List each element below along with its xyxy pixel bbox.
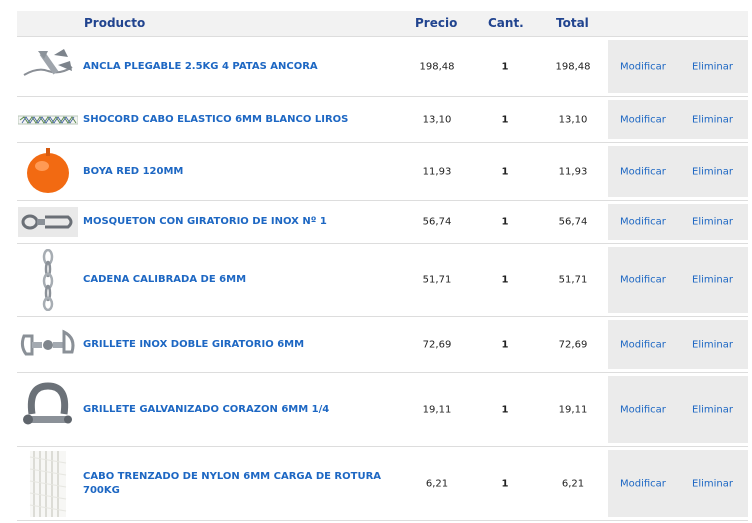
product-total: 56,74 bbox=[558, 216, 588, 228]
product-price: 13,10 bbox=[422, 114, 452, 125]
anchor-icon bbox=[18, 45, 78, 89]
product-qty: 1 bbox=[501, 478, 509, 489]
table-row: SHOCORD CABO ELASTICO 6MM BLANCO LIROS 1… bbox=[17, 97, 748, 143]
product-price: 51,71 bbox=[422, 274, 452, 286]
table-row: CADENA CALIBRADA DE 6MM 51,71 1 51,71 Mo… bbox=[17, 244, 748, 317]
modify-link[interactable]: Modificar bbox=[620, 404, 666, 415]
product-qty: 1 bbox=[501, 404, 509, 415]
modify-link[interactable]: Modificar bbox=[620, 216, 666, 228]
braided-rope-icon bbox=[18, 450, 78, 517]
header-total: Total bbox=[556, 16, 589, 30]
table-row: GRILLETE INOX DOBLE GIRATORIO 6MM 72,69 … bbox=[17, 317, 748, 373]
product-price: 19,11 bbox=[422, 404, 452, 415]
product-price: 198,48 bbox=[419, 61, 455, 72]
row-actions: Modificar Eliminar bbox=[608, 376, 748, 443]
product-price: 11,93 bbox=[422, 166, 452, 177]
row-actions: Modificar Eliminar bbox=[608, 320, 748, 369]
product-qty: 1 bbox=[501, 274, 509, 286]
table-row: MOSQUETON CON GIRATORIO DE INOX Nº 1 56,… bbox=[17, 201, 748, 244]
product-name[interactable]: ANCLA PLEGABLE 2.5KG 4 PATAS ANCORA bbox=[83, 60, 318, 72]
table-row: GRILLETE GALVANIZADO CORAZON 6MM 1/4 19,… bbox=[17, 373, 748, 447]
delete-link[interactable]: Eliminar bbox=[692, 478, 733, 489]
delete-link[interactable]: Eliminar bbox=[692, 216, 733, 228]
product-name[interactable]: GRILLETE GALVANIZADO CORAZON 6MM 1/4 bbox=[83, 403, 330, 415]
product-qty: 1 bbox=[501, 61, 509, 72]
table-row: BOYA RED 120MM 11,93 1 11,93 Modificar E… bbox=[17, 143, 748, 201]
delete-link[interactable]: Eliminar bbox=[692, 404, 733, 415]
product-total: 6,21 bbox=[561, 478, 585, 489]
row-actions: Modificar Eliminar bbox=[608, 146, 748, 197]
product-name[interactable]: GRILLETE INOX DOBLE GIRATORIO 6MM bbox=[83, 338, 305, 350]
cart-rows: ANCLA PLEGABLE 2.5KG 4 PATAS ANCORA 198,… bbox=[17, 36, 748, 521]
product-price: 72,69 bbox=[422, 339, 452, 350]
row-actions: Modificar Eliminar bbox=[608, 247, 748, 313]
product-price: 6,21 bbox=[425, 478, 449, 489]
product-qty: 1 bbox=[501, 216, 509, 228]
product-name[interactable]: SHOCORD CABO ELASTICO 6MM BLANCO LIROS bbox=[83, 113, 349, 125]
product-name[interactable]: BOYA RED 120MM bbox=[83, 165, 184, 177]
delete-link[interactable]: Eliminar bbox=[692, 166, 733, 177]
modify-link[interactable]: Modificar bbox=[620, 61, 666, 72]
header-price: Precio bbox=[415, 16, 458, 30]
row-actions: Modificar Eliminar bbox=[608, 100, 748, 139]
product-total: 19,11 bbox=[558, 404, 588, 415]
delete-link[interactable]: Eliminar bbox=[692, 339, 733, 350]
shackle-icon bbox=[18, 381, 78, 438]
product-qty: 1 bbox=[501, 339, 509, 350]
product-price: 56,74 bbox=[422, 216, 452, 228]
product-name[interactable]: MOSQUETON CON GIRATORIO DE INOX Nº 1 bbox=[83, 216, 327, 227]
modify-link[interactable]: Modificar bbox=[620, 114, 666, 125]
chain-icon bbox=[18, 249, 78, 311]
buoy-icon bbox=[18, 147, 78, 196]
row-actions: Modificar Eliminar bbox=[608, 40, 748, 93]
product-qty: 1 bbox=[501, 114, 509, 125]
row-actions: Modificar Eliminar bbox=[608, 204, 748, 240]
cart-header: Producto Precio Cant. Total bbox=[17, 11, 748, 36]
modify-link[interactable]: Modificar bbox=[620, 274, 666, 286]
modify-link[interactable]: Modificar bbox=[620, 478, 666, 489]
header-qty: Cant. bbox=[488, 16, 524, 30]
product-total: 72,69 bbox=[558, 339, 588, 350]
header-product: Producto bbox=[84, 16, 146, 30]
table-row: ANCLA PLEGABLE 2.5KG 4 PATAS ANCORA 198,… bbox=[17, 36, 748, 97]
product-total: 198,48 bbox=[555, 61, 591, 72]
rope-icon bbox=[18, 113, 78, 127]
product-total: 11,93 bbox=[558, 166, 588, 177]
product-total: 13,10 bbox=[558, 114, 588, 125]
snap-hook-icon bbox=[18, 207, 78, 237]
delete-link[interactable]: Eliminar bbox=[692, 61, 733, 72]
modify-link[interactable]: Modificar bbox=[620, 166, 666, 177]
table-row: CABO TRENZADO DE NYLON 6MM CARGA DE ROTU… bbox=[17, 447, 748, 521]
row-actions: Modificar Eliminar bbox=[608, 450, 748, 517]
swivel-shackle-icon bbox=[18, 322, 78, 368]
product-name[interactable]: CABO TRENZADO DE NYLON 6MM CARGA DE ROTU… bbox=[83, 470, 382, 496]
product-name[interactable]: CADENA CALIBRADA DE 6MM bbox=[83, 274, 247, 285]
delete-link[interactable]: Eliminar bbox=[692, 274, 733, 286]
product-qty: 1 bbox=[501, 166, 509, 177]
product-total: 51,71 bbox=[558, 274, 588, 286]
delete-link[interactable]: Eliminar bbox=[692, 114, 733, 125]
modify-link[interactable]: Modificar bbox=[620, 339, 666, 350]
